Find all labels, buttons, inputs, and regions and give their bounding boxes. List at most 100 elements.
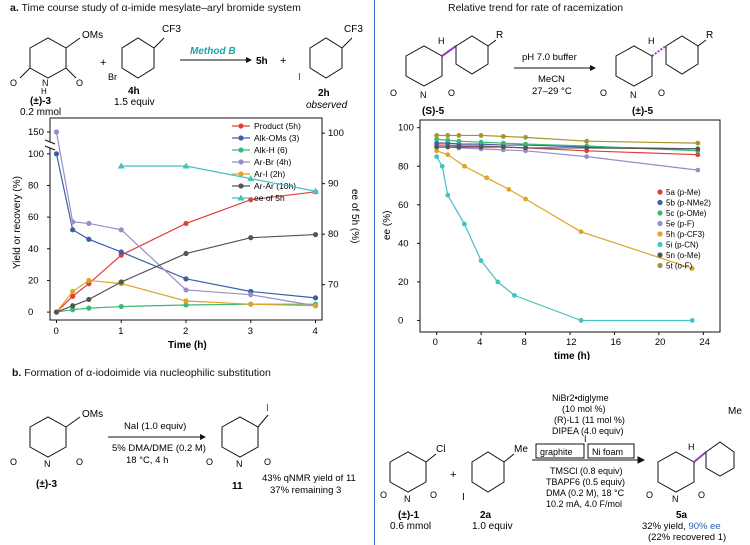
- product-5a-group: Me: [728, 406, 742, 417]
- x-tick-label-b: 24: [699, 337, 710, 348]
- data-point-b: [689, 266, 695, 271]
- legend-marker-a: [238, 123, 244, 129]
- panel-b-letter: b.: [12, 367, 22, 379]
- data-point-b: [478, 258, 484, 264]
- plus-sign: +: [100, 57, 106, 69]
- data-point-b: [495, 279, 501, 285]
- y-tick-label-a: 20: [28, 275, 39, 286]
- legend-label-b: 5n (o-Me): [666, 251, 701, 260]
- legend-label-a: Ar-Br (4h): [254, 157, 291, 167]
- panel-divider: [374, 0, 375, 545]
- legend-marker-a: [238, 159, 244, 165]
- byproduct-2h-structure: [309, 37, 353, 79]
- data-point-a: [86, 220, 92, 227]
- x-tick-label-a: 0: [53, 326, 58, 337]
- yield-line-2: 37% remaining 3: [270, 485, 341, 496]
- method-label: Method B: [190, 46, 236, 57]
- panel-b-scheme: OMs O N O (±)-3 NaI (1.0 equiv) 5% DMA/DME…: [10, 403, 356, 496]
- y-tick-label-a: 40: [28, 244, 39, 255]
- legend-label-b: 5a (p-Me): [666, 188, 701, 197]
- svg-text:O: O: [698, 490, 705, 500]
- x-tick-label-b: 16: [610, 337, 621, 348]
- product-5h-label: 5h: [256, 56, 268, 67]
- x-tick-label-a: 3: [248, 326, 253, 337]
- reagent-4h-halogen: Br: [108, 72, 117, 82]
- series-line-b: [436, 156, 693, 322]
- stereo-h-d: H: [688, 442, 695, 452]
- svg-text:N: N: [672, 494, 679, 504]
- svg-text:O: O: [76, 78, 83, 88]
- reagent-2a-group: Me: [514, 444, 528, 455]
- byproduct-2h-label: 2h: [318, 88, 330, 99]
- data-point-b: [478, 133, 484, 138]
- data-point-b: [584, 138, 590, 144]
- legend-marker-b: [657, 241, 663, 248]
- data-point-a: [183, 276, 189, 282]
- data-point-a: [53, 151, 60, 157]
- legend-label-a: Product (5h): [254, 121, 301, 131]
- yield-text: 32% yield,: [642, 521, 688, 532]
- reagent-4h-structure: [121, 37, 165, 79]
- data-point-b: [456, 138, 462, 144]
- data-point-a: [183, 220, 189, 227]
- svg-text:O: O: [448, 88, 455, 98]
- panel-a-scheme: OMs NH O O (±)-3 0.2 mmol + CF3 Br 4h 1.5…: [10, 24, 363, 118]
- x-tick-label-b: 4: [477, 337, 482, 348]
- data-point-b: [578, 318, 584, 323]
- substrate-1-amount: 0.6 mmol: [390, 521, 431, 532]
- legend-marker-a: [237, 194, 245, 201]
- x-tick-label-b: 12: [566, 337, 577, 348]
- plus-sign-d: +: [450, 469, 456, 481]
- legend-label-b: 5h (p-CF3): [666, 230, 705, 239]
- stereo-h-c1: H: [438, 36, 445, 46]
- cond-5: TMSCl (0.8 equiv): [550, 466, 623, 476]
- svg-text:O: O: [600, 88, 607, 98]
- data-point-a: [86, 236, 92, 242]
- aryl-r-2: R: [706, 30, 713, 41]
- svg-text:N: N: [630, 90, 637, 100]
- panel-a-header: a. Time course study of α-imide mesylate…: [10, 2, 301, 14]
- data-point-b: [695, 146, 701, 152]
- substrate-3b-group: OMs: [82, 409, 103, 420]
- data-point-a: [312, 295, 319, 301]
- legend-marker-b: [657, 252, 663, 258]
- condition-b-mid: 5% DMA/DME (0.2 M): [112, 443, 206, 454]
- axis-break: [46, 142, 54, 148]
- data-point-a: [86, 277, 92, 284]
- y-tick-label-a: 150: [28, 127, 44, 138]
- y-tick-label-b: 0: [398, 315, 403, 326]
- data-point-a: [312, 303, 319, 309]
- legend-marker-b: [657, 210, 663, 216]
- substrate-3-group: OMs: [82, 30, 103, 41]
- y-tick-label-b: 20: [398, 277, 409, 288]
- legend-marker-a: [238, 147, 244, 153]
- data-point-a: [182, 162, 190, 169]
- data-point-b: [512, 292, 517, 298]
- legend-marker-b: [657, 199, 663, 206]
- data-point-b: [500, 133, 506, 139]
- panel-d: Cl O N O (±)-1 0.6 mmol + Me I 2a 1.0 equi…: [376, 392, 750, 545]
- data-point-b: [462, 163, 467, 169]
- data-point-b: [434, 133, 440, 138]
- data-point-b: [478, 139, 484, 145]
- reagent-2a-label: 2a: [480, 510, 492, 521]
- racemization-chart: 0 4 8 12 16 20 24 0 20 40 60 80 100 time (h) ee (%) 5a …: [382, 119, 721, 360]
- data-point-b: [434, 154, 440, 160]
- y-tick-label-a: 0: [28, 307, 33, 318]
- legend-label-b: 5e (p-F): [666, 220, 695, 229]
- data-point-b: [584, 154, 590, 160]
- product-11-label: 11: [232, 481, 243, 492]
- yield-line-1: 43% qNMR yield of 11: [262, 473, 356, 484]
- data-point-b: [445, 144, 451, 150]
- legend-label-b: 5t (o-F): [666, 262, 693, 271]
- svg-text:O: O: [658, 88, 665, 98]
- x-axis-label-a: Time (h): [168, 340, 207, 351]
- data-point-b: [584, 145, 590, 151]
- axis-break-mark-1: [44, 139, 56, 145]
- cond-4: DIPEA (4.0 equiv): [552, 426, 624, 436]
- data-point-b: [445, 137, 451, 143]
- y-tick-label-b: 80: [398, 161, 409, 172]
- legend-marker-b: [657, 262, 663, 269]
- y-tick-label-b: 100: [398, 123, 414, 134]
